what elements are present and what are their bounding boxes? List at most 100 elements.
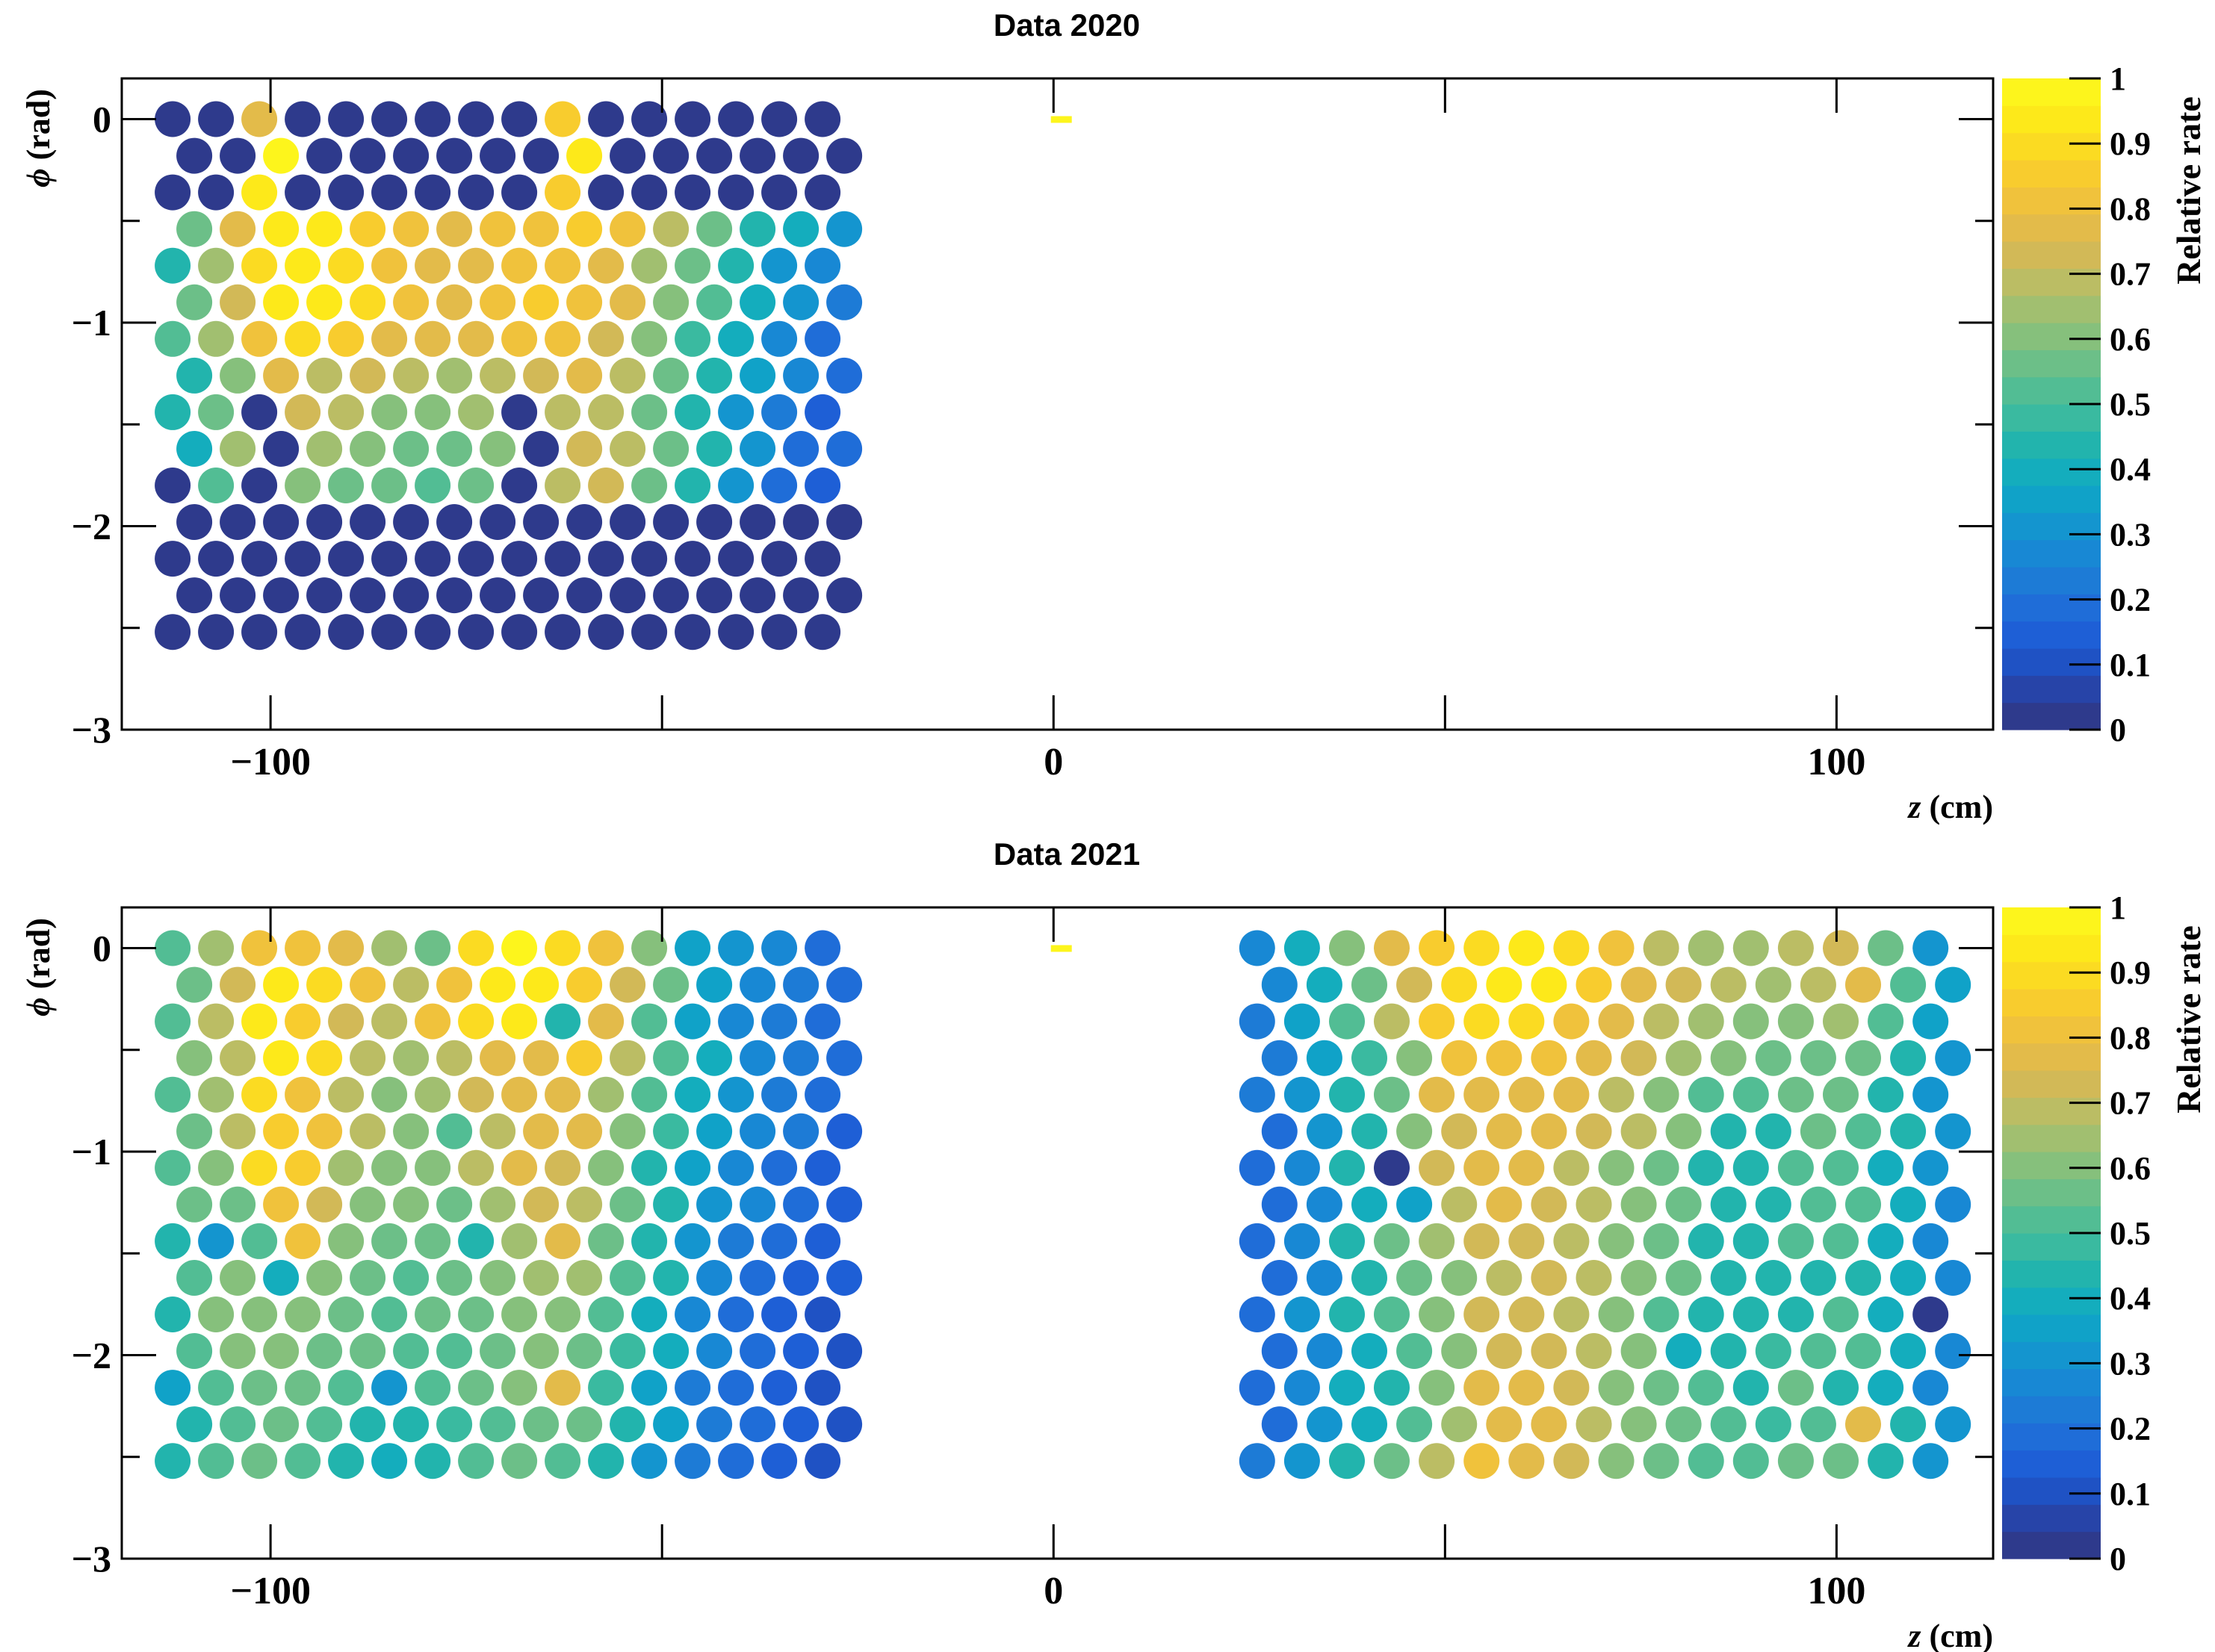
- data-cell: [1306, 966, 1342, 1003]
- data-cell: [1732, 1443, 1769, 1479]
- data-cell: [1732, 1297, 1769, 1332]
- data-cell: [1396, 1333, 1433, 1369]
- data-cell: [436, 1406, 473, 1443]
- data-cell: [371, 1149, 408, 1186]
- data-cell: [1935, 1040, 1971, 1076]
- data-cell: [653, 577, 690, 614]
- data-cell: [263, 1406, 300, 1443]
- x-tick-label: 0: [1044, 1570, 1063, 1612]
- data-cell: [198, 174, 235, 211]
- cells: [155, 101, 863, 650]
- data-cell: [588, 174, 625, 211]
- data-cell: [718, 468, 755, 503]
- data-cell: [588, 541, 625, 577]
- data-cell: [1823, 1076, 1859, 1113]
- data-cell: [1283, 1223, 1320, 1259]
- data-cell: [1306, 1040, 1342, 1076]
- data-cell: [566, 1333, 603, 1369]
- data-cell: [371, 1443, 408, 1479]
- data-cell: [826, 504, 863, 540]
- colorbar-tick-label: 0.6: [2110, 1150, 2151, 1187]
- panel-2: Data 2021 −100 0 100 0 −1 −2 −3 ϕ (rad) z (cm) 0 0.…: [20, 836, 2208, 1652]
- data-cell: [566, 357, 603, 394]
- data-cell: [631, 1076, 668, 1113]
- data-cell: [1777, 1223, 1814, 1259]
- data-cell: [566, 137, 603, 174]
- colorbar-tick-label: 0.5: [2110, 1215, 2151, 1252]
- data-cell: [155, 174, 191, 211]
- data-cell: [176, 1333, 213, 1369]
- data-cell: [306, 1113, 343, 1149]
- data-cell: [155, 1370, 191, 1406]
- data-cell: [1239, 930, 1275, 966]
- data-cell: [285, 320, 321, 357]
- data-cell: [566, 1113, 603, 1149]
- data-cell: [1890, 1333, 1927, 1369]
- data-cell: [1419, 930, 1455, 966]
- data-cell: [1890, 1406, 1927, 1443]
- y-axis-label: ϕ (rad): [20, 89, 57, 187]
- data-cell: [740, 284, 776, 320]
- colorbar-swatch: [2002, 961, 2101, 990]
- data-cell: [1441, 966, 1478, 1003]
- data-cell: [350, 1260, 386, 1296]
- data-cell: [501, 541, 538, 577]
- data-cell: [220, 1333, 256, 1369]
- x-axis-label: z (cm): [1906, 1618, 1993, 1652]
- data-cell: [1845, 1186, 1881, 1223]
- data-cell: [1777, 1003, 1814, 1040]
- data-cell: [1620, 1406, 1657, 1443]
- data-cell: [176, 1113, 213, 1149]
- data-cell: [350, 211, 386, 247]
- data-cell: [1576, 1406, 1612, 1443]
- data-cell: [198, 320, 235, 357]
- data-cell: [393, 137, 430, 174]
- y-axis-variable: ϕ: [20, 168, 57, 187]
- data-cell: [198, 541, 235, 577]
- data-cell: [480, 1260, 516, 1296]
- data-cell: [306, 1406, 343, 1443]
- data-cell: [675, 101, 711, 137]
- data-cell: [523, 1406, 560, 1443]
- data-cell: [198, 1223, 235, 1259]
- data-cell: [610, 1040, 646, 1076]
- data-cell: [458, 1370, 495, 1406]
- data-cell: [415, 1297, 451, 1332]
- data-cell: [263, 357, 300, 394]
- data-cell: [285, 1149, 321, 1186]
- data-cell: [241, 394, 278, 430]
- data-cell: [761, 930, 798, 966]
- data-cell: [783, 1333, 820, 1369]
- data-cell: [718, 174, 755, 211]
- data-cell: [761, 614, 798, 650]
- data-cell: [393, 357, 430, 394]
- colorbar-swatch: [2002, 702, 2101, 730]
- data-cell: [155, 1076, 191, 1113]
- data-cell: [458, 614, 495, 650]
- data-cell: [545, 174, 581, 211]
- colorbar-swatch: [2002, 1287, 2101, 1315]
- data-cell: [675, 394, 711, 430]
- data-cell: [176, 357, 213, 394]
- data-cell: [1531, 1406, 1567, 1443]
- y-axis-unit: (rad): [20, 918, 57, 989]
- plot-frame: [120, 77, 1995, 731]
- data-cell: [393, 577, 430, 614]
- colorbar-swatch: [2002, 539, 2101, 568]
- data-cell: [545, 614, 581, 650]
- colorbar-swatch: [2002, 78, 2101, 106]
- data-cell: [545, 1149, 581, 1186]
- x-axis-unit: (cm): [1930, 1618, 1994, 1652]
- y-tick-label: 0: [93, 928, 111, 969]
- colorbar-swatch: [2002, 907, 2101, 935]
- data-cell: [1261, 1260, 1298, 1296]
- data-cell: [783, 577, 820, 614]
- data-cell: [415, 1223, 451, 1259]
- data-cell: [350, 357, 386, 394]
- colorbar-swatch: [2002, 1504, 2101, 1533]
- data-cell: [371, 614, 408, 650]
- data-cell: [1868, 1003, 1904, 1040]
- x-axis-unit: (cm): [1930, 789, 1994, 825]
- data-cell: [458, 1443, 495, 1479]
- data-cell: [480, 1040, 516, 1076]
